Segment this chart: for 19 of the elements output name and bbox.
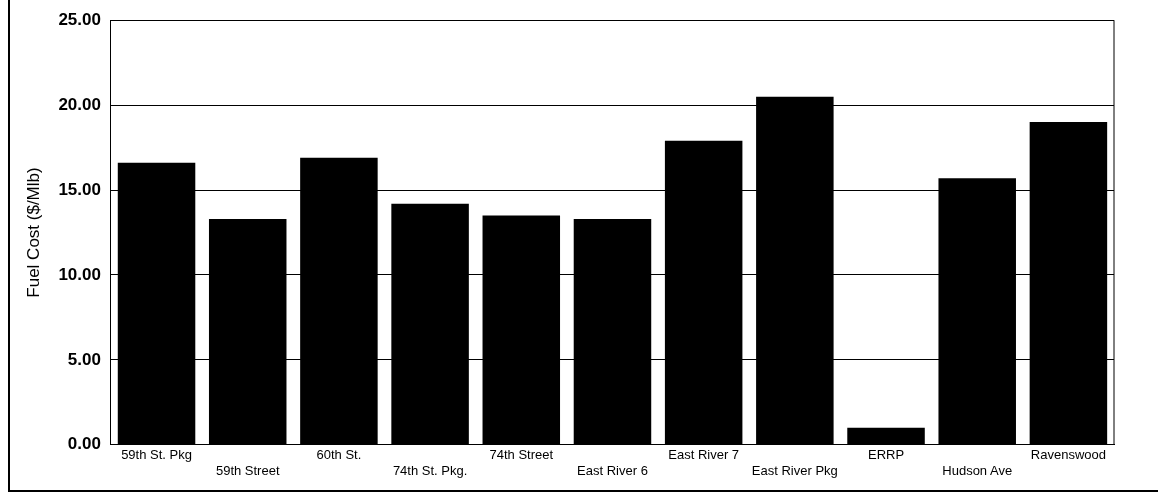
x-tick-label: East River Pkg	[751, 462, 838, 478]
x-tick-label: East River 7	[668, 447, 740, 463]
x-tick-label: ERRP	[867, 447, 905, 463]
y-tick-label: 20.00	[58, 94, 101, 114]
x-tick-label: 74th Street	[489, 447, 554, 463]
x-tick-label: 74th St. Pkg.	[392, 462, 468, 478]
y-tick-label: 25.00	[58, 9, 101, 29]
x-tick-label: 59th Street	[215, 462, 280, 478]
y-tick-label: 5.00	[67, 349, 101, 369]
x-tick-label: Ravenswood	[1030, 447, 1106, 463]
y-tick-label: 0.00	[67, 434, 101, 454]
x-tick-label: East River 6	[577, 462, 648, 478]
y-tick-label: 10.00	[58, 264, 101, 284]
x-tick-label: Hudson Ave	[942, 462, 1013, 478]
y-axis-title: Fuel Cost ($/Mlb)	[23, 167, 43, 298]
bar	[847, 427, 925, 445]
y-tick-label: 15.00	[58, 179, 101, 199]
x-tick-label: 60th St.	[316, 447, 362, 463]
x-tick-label: 59th St. Pkg	[121, 447, 192, 463]
